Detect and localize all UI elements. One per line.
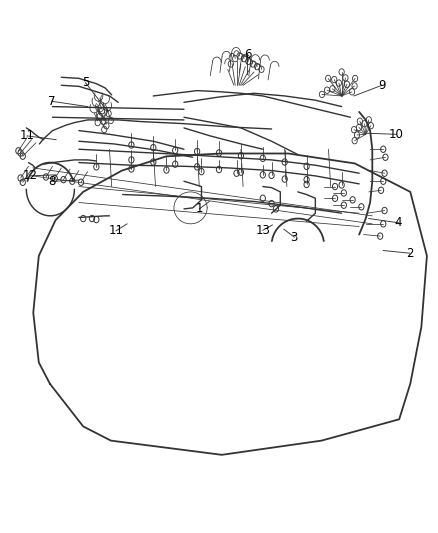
Text: 3: 3 [291,231,298,244]
Text: 10: 10 [389,128,404,141]
Text: 1: 1 [195,203,203,215]
Text: 11: 11 [20,130,35,142]
Text: 2: 2 [406,247,413,260]
Text: 7: 7 [48,95,56,108]
Text: 12: 12 [22,169,37,182]
Text: 11: 11 [109,224,124,237]
Text: 8: 8 [48,175,55,188]
Text: 5: 5 [82,76,89,89]
Text: 13: 13 [255,224,270,237]
Text: 6: 6 [244,48,251,61]
Text: 9: 9 [378,79,386,92]
Text: 4: 4 [395,216,403,229]
